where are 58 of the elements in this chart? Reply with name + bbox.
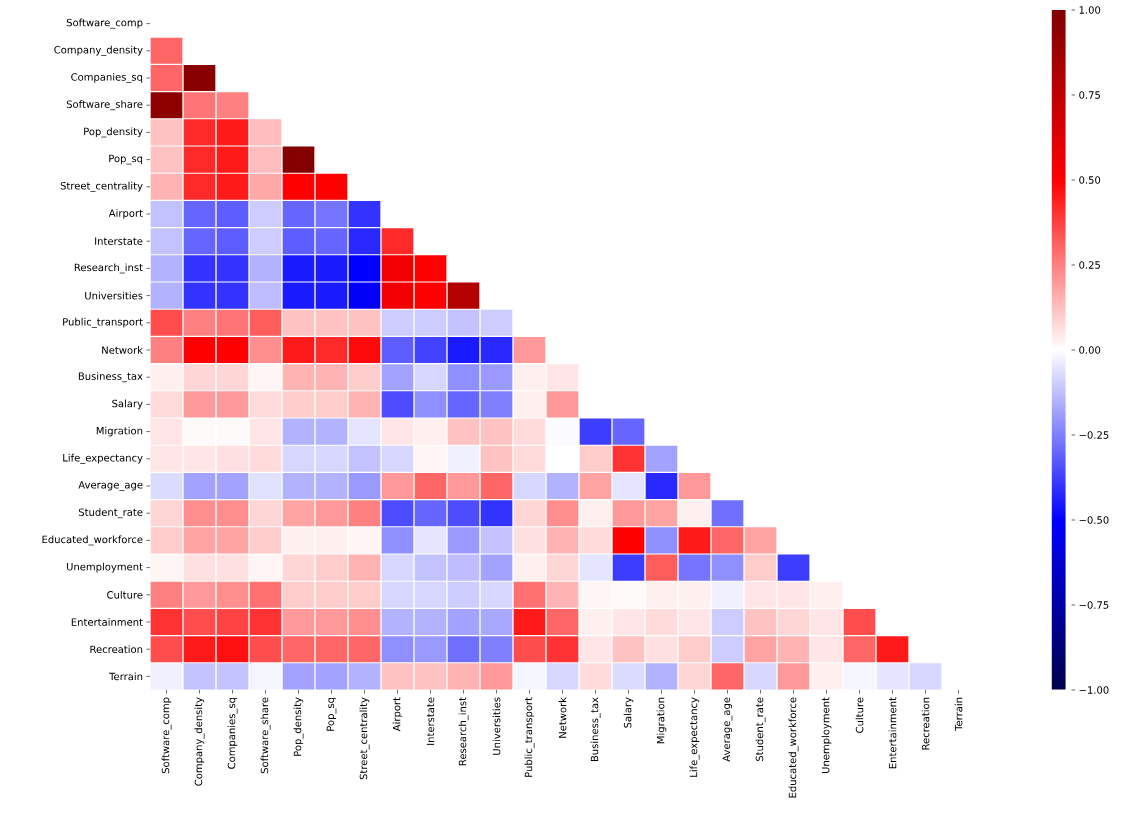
y-tick-label: Life_expectancy — [63, 453, 143, 464]
y-tick-label: Universities — [85, 291, 143, 300]
y-tick-label: Educated_workforce — [42, 535, 143, 546]
y-tick-label: Recreation — [90, 645, 143, 654]
y-tick-label: Culture — [107, 590, 143, 599]
y-tick-label: Business_tax — [78, 372, 143, 383]
y-tick-label: Airport — [108, 209, 143, 219]
y-tick-label: Pop_sq — [109, 154, 143, 165]
x-tick-label: Airport — [392, 697, 403, 732]
y-tick-label: Salary — [112, 399, 143, 410]
x-tick-label: Terrain — [954, 697, 963, 731]
x-tick-label: Software_share — [260, 697, 271, 774]
x-tick-label: Average_age — [722, 697, 733, 762]
y-tick-label: Migration — [96, 426, 143, 437]
x-tick-label: Life_expectancy — [689, 697, 700, 777]
y-tick-label: Unemployment — [66, 562, 143, 573]
x-tick-label: Universities — [492, 697, 501, 755]
x-tick-label: Pop_sq — [326, 697, 337, 731]
x-tick-label: Research_inst — [458, 697, 469, 766]
color-bar-label: −0.25 — [1079, 431, 1109, 439]
y-tick-label: Network — [102, 346, 143, 354]
y-tick-label: Company_density — [54, 45, 143, 56]
y-tick-label: Software_comp — [66, 18, 143, 29]
y-tick-label: Entertainment — [71, 618, 143, 626]
y-tick-label: Pop_density — [84, 127, 143, 138]
x-tick-label: Educated_workforce — [788, 697, 799, 798]
y-tick-label: Research_inst — [74, 263, 143, 274]
x-tick-label: Student_rate — [755, 697, 766, 762]
x-tick-label: Companies_sq — [227, 697, 238, 769]
color-bar-label: 0.50 — [1079, 176, 1101, 184]
y-tick-label: Public_transport — [63, 317, 143, 328]
x-tick-label: Street_centrality — [359, 697, 370, 780]
x-tick-label: Salary — [623, 697, 634, 728]
y-tick-label: Student_rate — [78, 508, 143, 519]
x-tick-label: Interstate — [426, 697, 435, 745]
y-tick-label: Software_share — [66, 100, 143, 111]
x-tick-label: Business_tax — [590, 697, 601, 762]
x-tick-label: Entertainment — [888, 697, 897, 769]
x-tick-label: Recreation — [921, 697, 930, 750]
x-tick-label: Culture — [855, 697, 864, 733]
color-bar-label: 0.00 — [1079, 346, 1101, 354]
color-bar-label: −0.75 — [1079, 601, 1109, 609]
x-tick-label: Network — [558, 697, 567, 738]
x-tick-label: Unemployment — [821, 697, 832, 774]
x-tick-label: Pop_density — [293, 697, 304, 756]
y-tick-label: Companies_sq — [71, 73, 143, 83]
color-bar-label: 0.75 — [1079, 91, 1100, 99]
x-tick-label: Migration — [656, 697, 667, 744]
y-tick-label: Average_age — [78, 481, 143, 491]
y-tick-label: Terrain — [109, 672, 143, 681]
y-tick-label: Interstate — [95, 237, 143, 245]
color-bar-label: 0.25 — [1079, 261, 1100, 269]
color-bar-label: −1.00 — [1079, 686, 1109, 694]
x-tick-label: Public_transport — [524, 697, 535, 777]
x-tick-label: Company_density — [194, 697, 205, 786]
color-bar-label: 1.00 — [1079, 6, 1101, 14]
color-bar-label: −0.50 — [1079, 516, 1109, 524]
y-tick-label: Street_centrality — [60, 181, 143, 192]
